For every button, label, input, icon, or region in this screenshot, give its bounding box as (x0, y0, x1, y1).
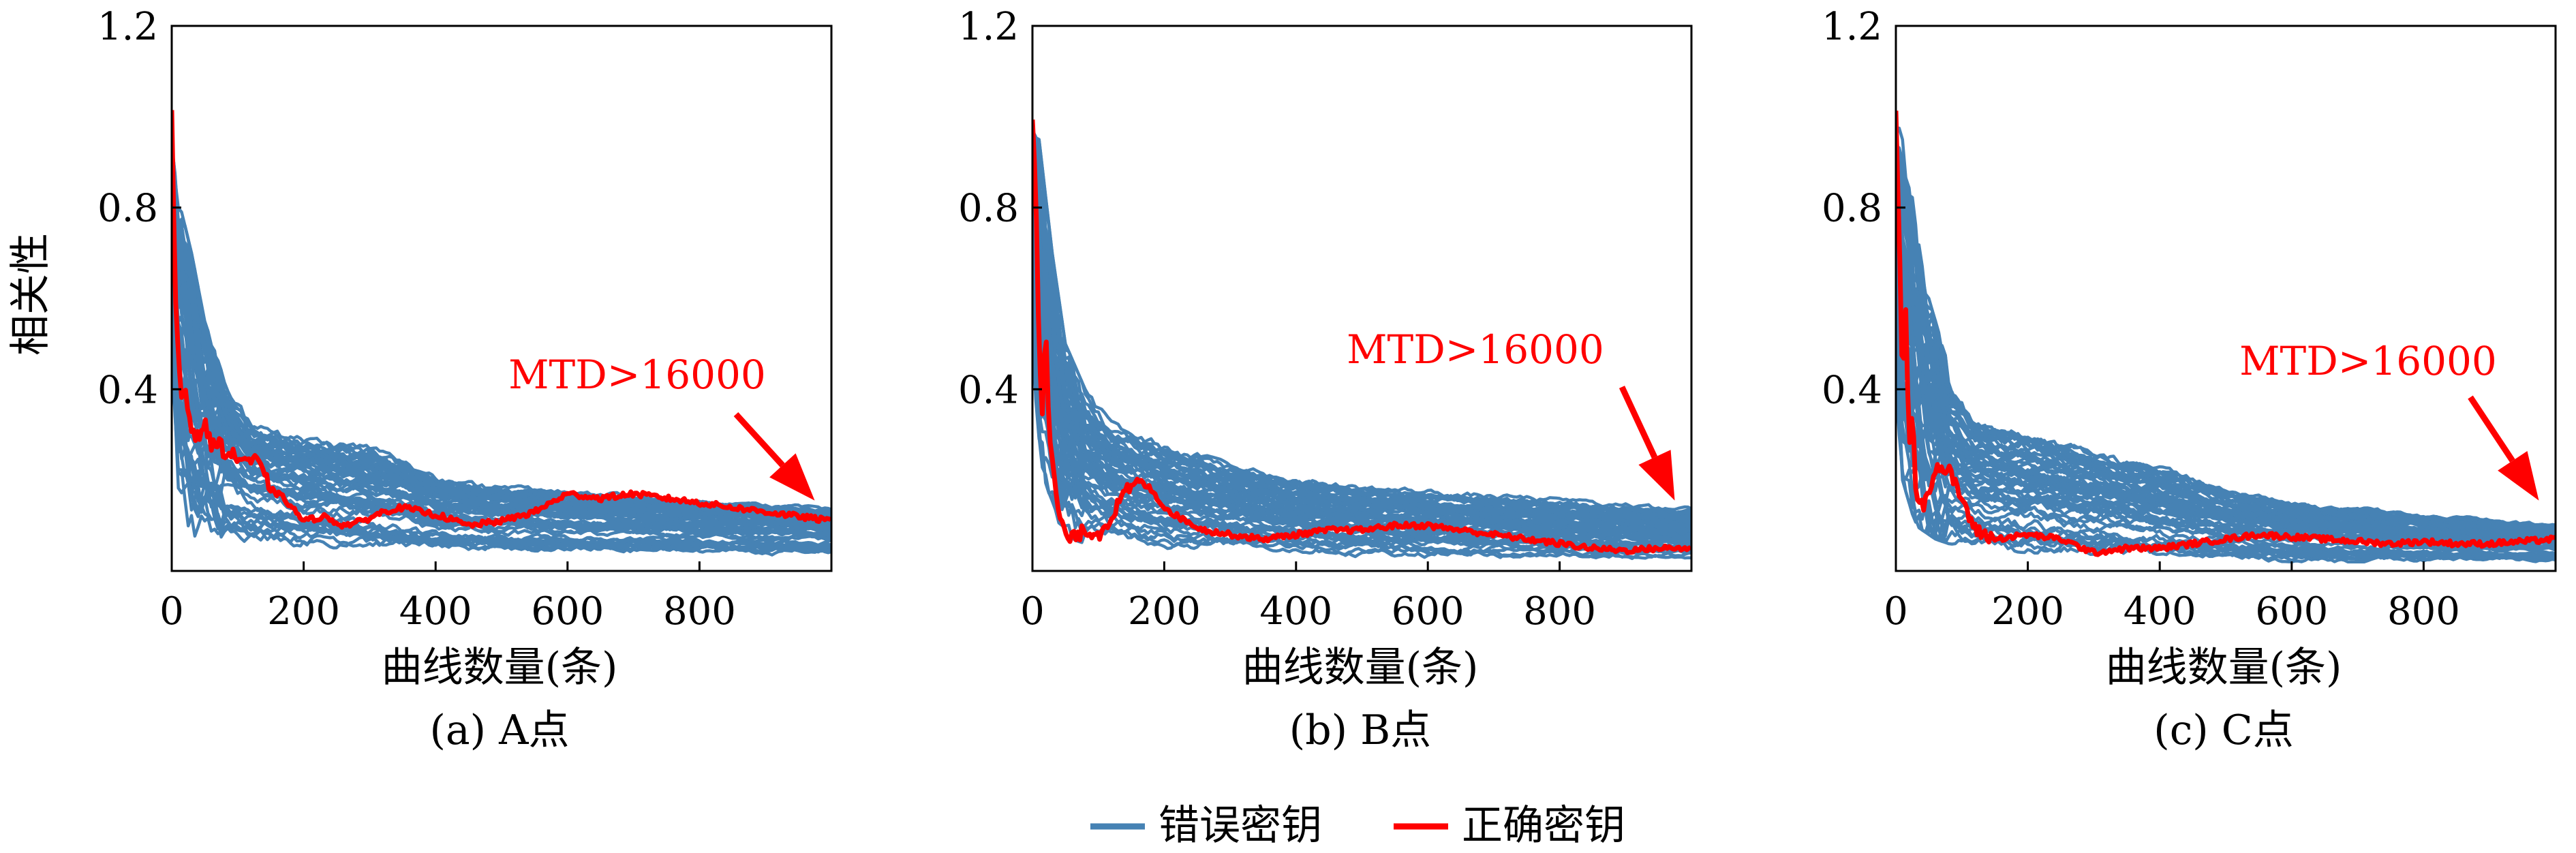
panel-a-wrong-key-line (172, 215, 831, 525)
panel-c-x-axis-label: 曲线数量(条) (2106, 644, 2342, 692)
panel-c-arrow-head (2498, 450, 2539, 501)
panel-a-y-axis-label: 相关性 (7, 233, 55, 356)
panel-a-y-tick-label: 1.2 (97, 5, 158, 49)
panel-a-y-ticks: 0.4 0.8 1.2 (97, 5, 181, 412)
panel-b-x-ticks: 0 200 400 600 800 (1020, 561, 1596, 634)
panel-c-wrong-key-line (1896, 206, 2556, 541)
panel-c-wrong-key-line (1896, 226, 2556, 536)
panel-a-arrow-head (769, 453, 815, 501)
panel-a-correct-key-line (172, 110, 831, 530)
panel-b-mtd-annotation: MTD>16000 (1347, 326, 1604, 373)
legend: 错误密钥 正确密钥 (1090, 802, 1625, 850)
panel-a-wrong-key-line (172, 338, 831, 551)
panel-a-mtd-annotation: MTD>16000 (508, 352, 766, 398)
panel-c-wrong-key-line (1896, 358, 2556, 559)
panel-b-series-group (1032, 119, 1691, 561)
panel-b-x-tick-label: 800 (1523, 589, 1596, 634)
panel-b-correct-key-line (1032, 119, 1691, 555)
panel-b-plot-area (1031, 25, 1693, 572)
panel-a: 0 200 400 600 800 0.4 0.8 1.2 相关性 曲线数量(条) (a) … (7, 5, 833, 754)
panel-a-x-tick-label: 400 (399, 589, 472, 634)
panel-c-plot-area (1895, 25, 2557, 572)
panel-c-y-tick-label: 1.2 (1822, 5, 1882, 49)
panel-c-x-tick-label: 800 (2387, 589, 2460, 634)
panel-a-x-tick-label: 600 (531, 589, 604, 634)
panel-b-arrow-head (1638, 450, 1675, 501)
panel-c-y-ticks: 0.4 0.8 1.2 (1822, 5, 1905, 412)
panel-c-x-tick-label: 0 (1884, 589, 1908, 634)
panel-a-x-tick-label: 0 (159, 589, 184, 634)
panel-a-x-ticks: 0 200 400 600 800 (159, 561, 736, 634)
panel-c-wrong-key-line (1896, 152, 2556, 531)
panel-c-frame (1895, 25, 2557, 572)
legend-wrong-key-label: 错误密钥 (1159, 802, 1322, 850)
panel-c-y-tick-label: 0.8 (1822, 187, 1882, 231)
panel-a-series-group (172, 110, 831, 557)
panel-c-arrow-shaft (2468, 395, 2515, 463)
panel-a-x-axis-label: 曲线数量(条) (382, 644, 618, 692)
panel-a-frame (170, 25, 833, 572)
panel-b-wrong-key-line (1032, 187, 1691, 526)
panel-b-wrong-key-line (1032, 326, 1691, 561)
panel-a-wrong-key-line (172, 252, 831, 529)
panel-c-x-tick-label: 400 (2123, 589, 2196, 634)
panel-b-y-tick-label: 0.8 (958, 187, 1019, 231)
panel-a-wrong-key-line (172, 175, 831, 516)
panel-a-x-tick-label: 800 (663, 589, 736, 634)
legend-correct-key-label: 正确密钥 (1462, 802, 1625, 850)
panel-c-x-ticks: 0 200 400 600 800 (1884, 561, 2460, 634)
panel-b-caption: (b) B点 (1289, 707, 1431, 754)
panel-c-x-tick-label: 600 (2255, 589, 2328, 634)
panel-a-wrong-key-line (172, 165, 831, 517)
panel-b-arrow-shaft (1619, 386, 1658, 459)
panel-b-wrong-key-line (1032, 195, 1691, 525)
panel-b-x-tick-label: 0 (1020, 589, 1045, 634)
panel-b-x-axis-label: 曲线数量(条) (1242, 644, 1479, 692)
panel-b-y-tick-label: 0.4 (958, 368, 1019, 412)
panel-c-caption: (c) C点 (2153, 707, 2293, 754)
panel-b-y-tick-label: 1.2 (958, 5, 1019, 49)
panel-a-wrong-key-line (172, 288, 831, 542)
panel-b-x-tick-label: 600 (1392, 589, 1465, 634)
panel-c-correct-key-line (1896, 110, 2556, 557)
panel-b: 0 200 400 600 800 0.4 0.8 1.2 曲线数量(条) (b) B点 M… (958, 5, 1693, 754)
panel-c-series-group (1896, 110, 2556, 563)
panel-a-x-tick-label: 200 (267, 589, 340, 634)
panel-a-y-tick-label: 0.4 (97, 368, 158, 412)
panel-c-wrong-key-line (1896, 233, 2556, 542)
panel-b-x-tick-label: 400 (1259, 589, 1332, 634)
panel-b-x-tick-label: 200 (1128, 589, 1201, 634)
panel-b-y-ticks: 0.4 0.8 1.2 (958, 5, 1042, 412)
panel-b-wrong-key-line (1032, 151, 1691, 520)
panel-a-y-tick-label: 0.8 (97, 187, 158, 231)
panel-a-caption: (a) A点 (430, 707, 570, 754)
panel-c: 0 200 400 600 800 0.4 0.8 1.2 曲线数量(条) (c) C点 M… (1822, 5, 2557, 754)
panel-c-y-tick-label: 0.4 (1822, 368, 1882, 412)
panel-c-mtd-annotation: MTD>16000 (2239, 338, 2497, 384)
panel-a-arrow-shaft (733, 412, 785, 467)
panel-b-wrong-key-line (1032, 129, 1691, 514)
panel-c-x-tick-label: 200 (1991, 589, 2064, 634)
panel-a-plot-area (170, 25, 833, 572)
panel-b-frame (1031, 25, 1693, 572)
panel-c-wrong-key-line (1896, 195, 2556, 533)
